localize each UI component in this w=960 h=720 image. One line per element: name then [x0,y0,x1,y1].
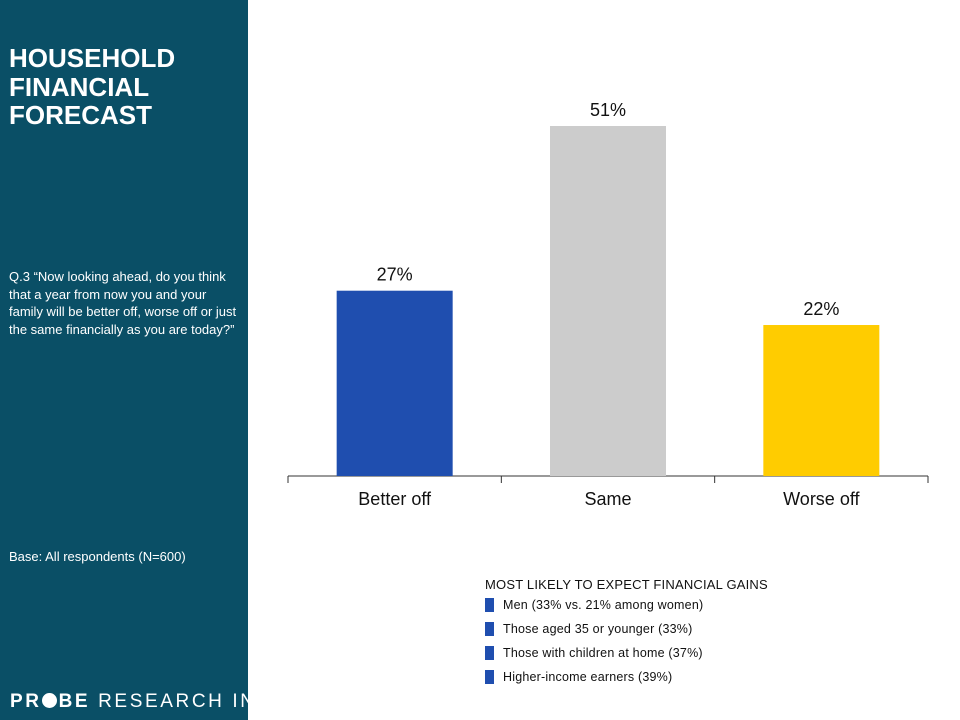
sample-base: Base: All respondents (N=600) [9,549,186,564]
survey-question: Q.3 “Now looking ahead, do you think tha… [9,269,237,337]
logo-text-be: BE [58,691,91,712]
bullet-icon [485,598,494,612]
bar-0 [336,290,453,476]
page-title: HOUSEHOLD FINANCIAL FORECAST [9,44,239,130]
finding-item: Those with children at home (37%) [485,646,768,670]
category-label-1: Same [584,489,631,509]
data-label-2: 22% [803,299,839,319]
bar-2 [763,325,880,476]
bullet-icon [485,646,494,660]
sidebar-panel: HOUSEHOLD FINANCIAL FORECAST Q.3 “Now lo… [0,0,278,720]
logo-text-research: RESEARCH INC. [90,691,281,712]
category-label-0: Better off [358,489,432,509]
finding-text: Those with children at home (37%) [503,646,703,660]
probe-logo-dot-icon [41,693,57,708]
data-label-0: 27% [377,265,413,285]
logo-text-pr: PR [10,691,42,712]
finding-item: Those aged 35 or younger (33%) [485,622,768,646]
category-label-2: Worse off [783,489,860,509]
title-line: HOUSEHOLD [9,43,176,73]
bullet-icon [485,670,494,684]
finding-item: Men (33% vs. 21% among women) [485,598,768,622]
company-logo: PR BE RESEARCH INC. [10,691,281,713]
finding-item: Higher-income earners (39%) [485,670,768,694]
findings-box: MOST LIKELY TO EXPECT FINANCIAL GAINS Me… [485,577,768,694]
data-label-1: 51% [590,100,626,120]
finding-text: Men (33% vs. 21% among women) [503,598,704,612]
findings-title: MOST LIKELY TO EXPECT FINANCIAL GAINS [485,577,768,592]
title-line: FORECAST [9,100,152,130]
bar-1 [550,126,666,476]
finding-text: Those aged 35 or younger (33%) [503,622,693,636]
finding-text: Higher-income earners (39%) [503,670,673,684]
bullet-icon [485,622,494,636]
title-line: FINANCIAL [9,71,150,102]
